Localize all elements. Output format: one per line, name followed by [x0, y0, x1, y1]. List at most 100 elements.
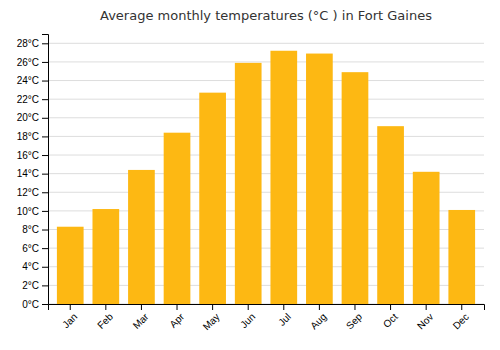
x-tick-mark: [248, 304, 249, 310]
grid-line: [48, 61, 484, 62]
y-tick: 28°C: [17, 38, 48, 49]
bar: [92, 209, 119, 304]
y-tick-mark: [42, 230, 48, 231]
y-tick-mark: [42, 99, 48, 100]
y-tick-mark: [42, 118, 48, 119]
x-tick-mark: [390, 304, 391, 310]
bar: [342, 72, 369, 304]
bars: [57, 51, 475, 304]
grid-line: [48, 99, 484, 100]
y-tick: 14°C: [17, 168, 48, 179]
y-tick-mark: [42, 62, 48, 63]
x-tick-mark: [177, 304, 178, 310]
y-tick: 0°C: [22, 299, 48, 310]
y-tick-label: 6°C: [22, 243, 39, 254]
y-tick: 4°C: [22, 261, 48, 272]
x-tick-label: Jul: [276, 311, 293, 328]
x-tick-mark: [212, 304, 213, 310]
y-tick-label: 12°C: [17, 187, 39, 198]
x-axis: Jan Feb Mar Apr May Jun Jul Aug Sep Oct Nov Dec: [49, 304, 485, 332]
y-tick-mark: [42, 155, 48, 156]
bar: [199, 93, 226, 304]
grid-line: [48, 136, 484, 137]
grid-line: [48, 80, 484, 81]
x-tick: May: [201, 304, 222, 332]
y-tick-label: 24°C: [17, 75, 39, 86]
y-tick-mark: [42, 304, 48, 305]
y-tick: 6°C: [22, 243, 48, 254]
y-tick-label: 14°C: [17, 168, 39, 179]
x-tick-mark: [319, 304, 320, 310]
bar: [377, 126, 404, 304]
y-tick-label: 16°C: [17, 150, 39, 161]
x-tick-mark: [461, 304, 462, 310]
y-tick: 20°C: [17, 112, 48, 123]
x-tick: Sep: [344, 304, 365, 331]
x-tick: Jan: [60, 304, 79, 330]
title: Average monthly temperatures (°C ) in Fo…: [100, 8, 432, 23]
y-tick: 10°C: [17, 206, 48, 217]
y-tick-label: 0°C: [22, 299, 39, 310]
bar: [57, 227, 84, 304]
x-tick-label: Feb: [95, 311, 115, 331]
y-tick: 24°C: [17, 75, 48, 86]
y-tick-label: 20°C: [17, 112, 39, 123]
x-tick-label: Aug: [308, 311, 328, 331]
x-tick-mark: [105, 304, 106, 310]
grid-line: [48, 155, 484, 156]
y-tick: 18°C: [17, 131, 48, 142]
x-tick-label: Jan: [60, 311, 79, 330]
x-tick: Jun: [238, 304, 257, 330]
plot-area: 0°C 2°C 4°C 6°C 8°C 10°C 12°C 14°C 16°C 18°C 20°C 2…: [17, 35, 485, 333]
x-tick-mark: [70, 304, 71, 310]
y-tick-mark: [42, 211, 48, 212]
chart: 0°C 2°C 4°C 6°C 8°C 10°C 12°C 14°C 16°C 18°C 20°C 2…: [0, 0, 500, 350]
y-tick: 22°C: [17, 94, 48, 105]
y-tick-mark: [42, 174, 48, 175]
x-tick-label: Dec: [451, 311, 471, 331]
bar: [413, 172, 440, 304]
x-tick: Aug: [308, 304, 328, 331]
grid-line: [48, 117, 484, 118]
x-tick-mark: [354, 304, 355, 310]
y-tick-label: 4°C: [22, 261, 39, 272]
y-tick-mark: [42, 285, 48, 286]
x-tick-label: Nov: [415, 311, 435, 331]
y-tick-mark: [42, 136, 48, 137]
y-tick-label: 10°C: [17, 206, 39, 217]
bar: [306, 54, 333, 304]
x-tick: Oct: [381, 304, 400, 330]
y-tick: 26°C: [17, 57, 48, 68]
x-tick-mark: [426, 304, 427, 310]
grid: [48, 43, 484, 304]
bar: [128, 170, 155, 304]
x-tick: Dec: [451, 304, 471, 331]
x-tick-mark: [141, 304, 142, 310]
y-tick-mark: [42, 267, 48, 268]
y-tick-mark: [42, 248, 48, 249]
bar: [235, 63, 262, 304]
x-tick: Mar: [131, 304, 151, 331]
x-tick-label: Jun: [238, 311, 257, 330]
y-tick: 2°C: [22, 280, 48, 291]
x-tick-label: Mar: [131, 311, 151, 331]
y-tick-label: 8°C: [22, 224, 39, 235]
x-tick-mark: [283, 304, 284, 310]
y-tick: 16°C: [17, 150, 48, 161]
y-tick-label: 28°C: [17, 38, 39, 49]
x-tick: Nov: [415, 304, 435, 331]
x-tick: Apr: [167, 304, 186, 330]
y-axis-line: [42, 35, 49, 305]
y-tick-label: 22°C: [17, 94, 39, 105]
y-tick-mark: [42, 192, 48, 193]
y-axis: 0°C 2°C 4°C 6°C 8°C 10°C 12°C 14°C 16°C 18°C 20°C 2…: [17, 35, 49, 310]
x-tick: Feb: [95, 304, 115, 331]
x-axis-line: [49, 305, 485, 311]
y-tick-label: 2°C: [22, 280, 39, 291]
y-tick-label: 18°C: [17, 131, 39, 142]
x-tick: Jul: [276, 304, 293, 328]
x-tick-label: Sep: [344, 311, 365, 332]
x-tick-label: Oct: [381, 311, 400, 330]
y-tick-mark: [42, 81, 48, 82]
bar: [164, 133, 191, 304]
